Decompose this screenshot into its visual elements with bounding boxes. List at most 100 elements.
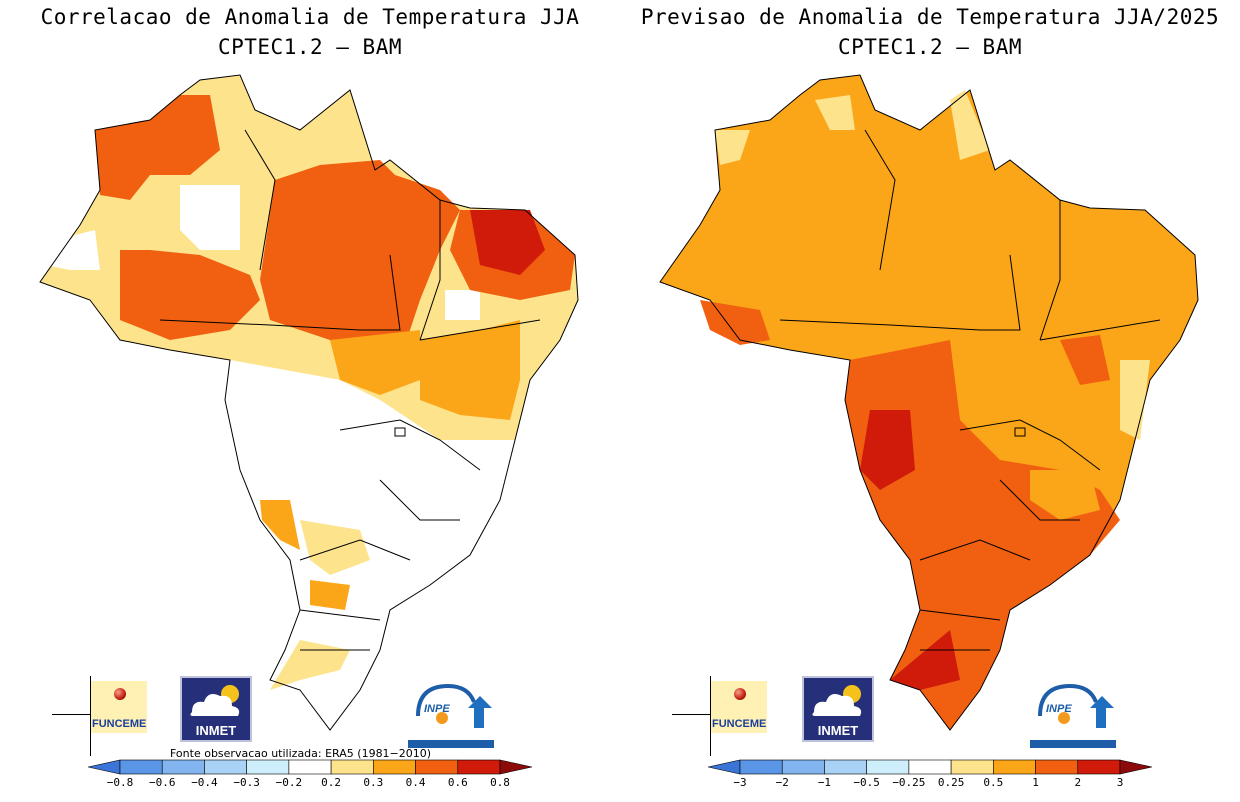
sun-icon (734, 688, 746, 700)
yellow-roraima (815, 95, 855, 130)
inpe-logo: INPE (1030, 676, 1116, 748)
forecast-tick-label: −1 (818, 776, 831, 789)
border-sp-mg (999, 479, 1080, 521)
orange-para (260, 160, 460, 370)
brazil-outline (659, 74, 1199, 731)
yellow-amapa (950, 90, 990, 160)
yellow-northwest (715, 130, 750, 165)
correlation-color-segment (161, 759, 205, 775)
correlation-color-segment (415, 759, 459, 775)
orange-amazon (120, 250, 260, 340)
forecast-color-segment (824, 759, 867, 775)
brazil-outline (39, 74, 579, 731)
correlation-tick-label: 0.3 (363, 776, 383, 789)
source-note: Fonte observacao utilizada: ERA5 (1981−2… (170, 747, 432, 760)
funceme-logo: FUNCEME (672, 676, 782, 756)
yellow-east-coast (1120, 360, 1150, 440)
correlation-color-segment (288, 759, 332, 775)
correlation-panel: Correlacao de Anomalia de Temperatura JJ… (0, 2, 620, 789)
border-am-pa (244, 129, 276, 271)
title-line-1: Previsao de Anomalia de Temperatura JJA/… (640, 5, 1220, 29)
state-boundaries (659, 74, 1199, 731)
border-am-pa (864, 129, 896, 271)
orange-ms (260, 500, 300, 550)
correlation-title: Correlacao de Anomalia de Temperatura JJ… (0, 2, 620, 62)
forecast-color-segment (739, 759, 783, 775)
forecast-tick-label: −0.5 (853, 776, 880, 789)
forecast-color-segment (950, 759, 994, 775)
forecast-tick-label: −0.25 (892, 776, 925, 789)
forecast-color-segment (1119, 759, 1153, 775)
yellow-south (270, 640, 350, 690)
border-sp-mg (379, 479, 460, 521)
df-marker (1014, 427, 1026, 437)
correlation-tick-label: 0.6 (448, 776, 468, 789)
title-line-2: CPTEC1.2 — BAM (837, 35, 1022, 59)
correlation-tick-label: 0.2 (321, 776, 341, 789)
cloud-sun-icon (190, 685, 240, 716)
border-go-mg (339, 419, 481, 471)
correlation-tick-label: −0.3 (233, 776, 260, 789)
correlation-map (39, 74, 579, 731)
correlation-color-segment (499, 759, 533, 775)
sun-icon (114, 688, 126, 700)
orange-parana (310, 580, 350, 610)
forecast-color-segment (707, 759, 741, 775)
forecast-tick-label: 2 (1074, 776, 1081, 789)
forecast-tick-label: 3 (1117, 776, 1124, 789)
correlation-tick-label: −0.6 (149, 776, 176, 789)
yellow-ms-east (300, 520, 370, 575)
border-pr-sc (919, 609, 1001, 621)
svg-text:INPE: INPE (424, 703, 450, 715)
state-boundaries (39, 74, 579, 731)
forecast-color-segment (866, 759, 910, 775)
orange-northwest (95, 95, 220, 200)
funceme-logo: FUNCEME (52, 676, 162, 756)
forecast-tick-label: −2 (776, 776, 789, 789)
forecast-tick-label: 1 (1032, 776, 1039, 789)
correlation-color-segment (373, 759, 416, 775)
correlation-color-segment (87, 759, 121, 775)
correlation-color-segment (119, 759, 163, 775)
red-northeast (470, 210, 545, 275)
border-mt-north (779, 319, 981, 331)
dark-orange-bahia (1060, 335, 1110, 385)
forecast-colorbar: −3 −2 −1 −0.5 −0.25 0.25 0.5 1 2 3 (707, 759, 1153, 789)
red-ms-west (860, 410, 915, 490)
border-ms-pr (299, 539, 411, 561)
correlation-tick-label: 0.8 (490, 776, 510, 789)
correlation-colorbar: −0.8 −0.6 −0.4 −0.3 −0.2 0.2 0.3 0.4 0.6 0.8 (87, 759, 533, 789)
dark-orange-ms-mt (845, 340, 1120, 730)
map-fill (660, 75, 1198, 730)
border-ms-pr (919, 539, 1031, 561)
forecast-tick-label: −3 (733, 776, 746, 789)
inmet-logo: INMET (180, 676, 252, 742)
forecast-color-segment (781, 759, 825, 775)
title-line-1: Correlacao de Anomalia de Temperatura JJ… (40, 5, 580, 29)
orange-bahia (420, 320, 520, 420)
border-mt-north (159, 319, 361, 331)
forecast-title: Previsao de Anomalia de Temperatura JJA/… (620, 2, 1240, 62)
correlation-tick-label: −0.4 (191, 776, 218, 789)
forecast-color-segment (993, 759, 1036, 775)
west-white-patch (45, 230, 100, 270)
inpe-swoosh-icon: INPE (1038, 683, 1114, 728)
map-fill (40, 75, 578, 720)
forecast-map (659, 74, 1199, 731)
border-pr-sc (299, 609, 381, 621)
forecast-color-segment (908, 759, 952, 775)
border-ma-pi (1039, 200, 1061, 341)
border-ma-pi (419, 200, 441, 341)
cloud-sun-icon (812, 685, 862, 716)
inmet-logo: INMET (802, 676, 874, 742)
correlation-color-segment (330, 759, 374, 775)
border-pa-to (980, 254, 1021, 331)
forecast-tick-label: 0.25 (938, 776, 965, 789)
inpe-swoosh-icon: INPE (416, 683, 492, 728)
dark-orange-acre (700, 300, 770, 345)
title-line-2: CPTEC1.2 — BAM (217, 35, 402, 59)
forecast-color-segment (1035, 759, 1079, 775)
orange-sp (1030, 470, 1100, 520)
ne-white-patch (445, 290, 480, 320)
north-white-patch (180, 185, 240, 250)
